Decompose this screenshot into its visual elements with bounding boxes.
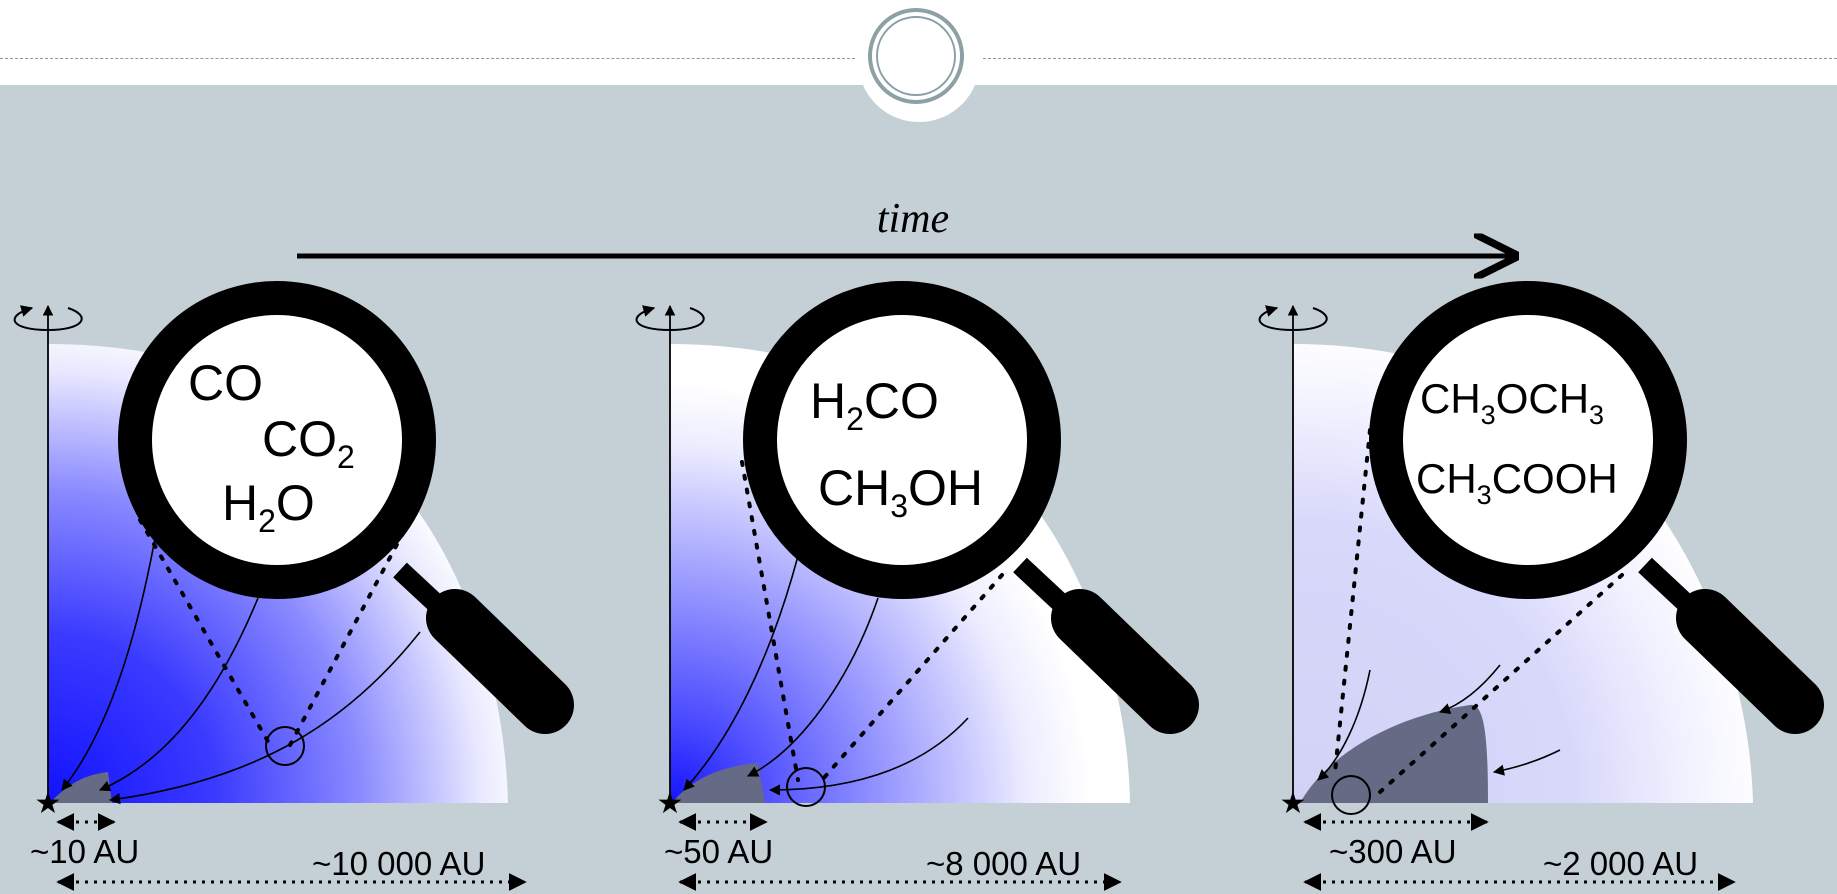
molecule-label: CH3COOH	[1416, 455, 1618, 510]
infall-streamline	[98, 597, 259, 792]
zoom-line	[288, 518, 412, 747]
header-divider-right	[983, 58, 1837, 59]
magnifier-handle-icon	[1051, 589, 1199, 734]
molecule-label: CO	[188, 355, 263, 411]
rotation-arrow-icon	[635, 305, 705, 332]
time-label: time	[877, 196, 949, 242]
magnifier-lens-icon	[118, 281, 436, 599]
header-divider-left	[0, 58, 855, 59]
infall-streamline	[108, 631, 421, 805]
infall-streamline	[1317, 669, 1371, 781]
infall-streamline	[746, 597, 879, 777]
magnifier-handle-icon	[426, 589, 574, 734]
infall-streamline	[768, 717, 969, 796]
inner-scale-label: ~300 AU	[1329, 833, 1457, 870]
disk-region	[50, 772, 112, 803]
zoom-line	[740, 460, 800, 782]
disk-region	[672, 763, 765, 803]
outer-scale-label: ~8 000 AU	[926, 845, 1081, 882]
rotation-arrow-icon	[1258, 305, 1328, 332]
zoom-line	[1378, 573, 1624, 794]
star-icon: ★	[1280, 787, 1307, 820]
header-ring-ornament-icon	[868, 8, 964, 104]
molecule-label: CH3OH	[818, 460, 983, 524]
sample-region-circle	[265, 726, 305, 766]
disk-region	[1300, 704, 1488, 803]
star-icon: ★	[35, 787, 62, 820]
infall-streamline	[61, 509, 161, 791]
magnifier-lens-icon	[1369, 281, 1687, 599]
inner-scale-label: ~50 AU	[664, 833, 773, 870]
zoom-line	[820, 573, 1004, 782]
zoom-line	[1333, 428, 1372, 774]
molecule-label: H2CO	[810, 373, 939, 437]
sample-region-circle	[786, 767, 826, 807]
magnifier-lens-icon	[743, 281, 1061, 599]
header-ring-inner-icon	[876, 16, 956, 96]
panel-late-stage: ★ CH3OCH3 CH3COOH ~300 AU ~2 000 AU	[1258, 281, 1824, 891]
star-icon: ★	[657, 787, 684, 820]
magnifier-handle-icon	[1676, 589, 1824, 734]
panel-intermediate-stage: ★ H2CO CH3OH ~50 AU ~8 000 AU	[635, 281, 1199, 891]
infall-streamline	[1492, 749, 1561, 776]
rotation-arrow-icon	[13, 305, 83, 332]
zoom-line	[138, 518, 272, 747]
infall-streamline	[683, 555, 799, 791]
panel-early-stage: ★ CO CO2 H2O ~10 AU ~10 000 AU	[13, 281, 574, 891]
outer-scale-label: ~10 000 AU	[312, 845, 485, 882]
molecule-label: CO2	[262, 411, 355, 475]
molecule-label: H2O	[222, 475, 315, 539]
infall-streamline	[1438, 664, 1501, 714]
inner-scale-label: ~10 AU	[30, 833, 139, 870]
molecule-label: CH3OCH3	[1420, 375, 1604, 430]
outer-scale-label: ~2 000 AU	[1543, 845, 1698, 882]
